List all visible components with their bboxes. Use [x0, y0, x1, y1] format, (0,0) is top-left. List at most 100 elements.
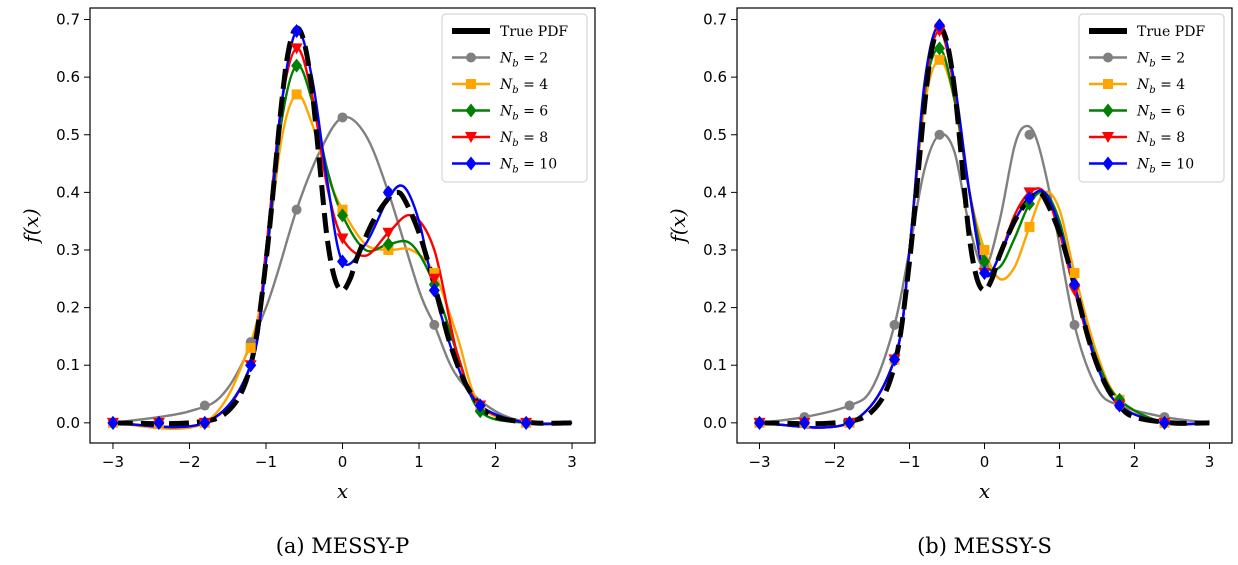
legend-item: Nb = 2 [452, 51, 548, 70]
data-point [291, 89, 302, 100]
legend-item: True PDF [1089, 24, 1205, 40]
legend-item: Nb = 10 [452, 156, 557, 176]
y-tick-label: 0.3 [56, 241, 80, 259]
data-point [520, 415, 532, 430]
x-tick-label: 0 [980, 453, 990, 471]
data-point [754, 415, 765, 430]
legend-box [1078, 13, 1225, 183]
x-tick-label: 3 [567, 453, 577, 471]
data-point [934, 41, 945, 56]
data-point [291, 204, 302, 215]
data-point [337, 112, 348, 123]
y-tick-label: 0.7 [56, 11, 80, 29]
legend-swatch-marker [1103, 79, 1113, 89]
panel-caption: (a) MESSY-P [276, 534, 410, 558]
y-tick-label: 0.4 [56, 183, 80, 201]
data-point [799, 415, 810, 430]
y-tick-label: 0.1 [703, 356, 727, 374]
legend-item: Nb = 4 [452, 77, 548, 96]
legend-label: Nb = 10 [499, 157, 557, 176]
data-point [979, 266, 990, 281]
legend-label: Nb = 4 [499, 77, 548, 96]
data-point [428, 273, 441, 285]
data-point [1069, 319, 1080, 330]
y-tick-label: 0.5 [56, 126, 80, 144]
data-point [1024, 191, 1035, 206]
legend-label: True PDF [500, 24, 568, 40]
data-point [429, 319, 440, 330]
y-tick-label: 0.3 [703, 241, 727, 259]
legend-swatch-marker [466, 79, 476, 89]
legend-label: Nb = 6 [499, 104, 548, 123]
legend-swatch-marker [1102, 156, 1114, 171]
data-point [291, 58, 303, 73]
legend-swatch-marker [466, 52, 476, 63]
x-tick-label: 0 [338, 453, 348, 471]
legend-label: Nb = 10 [1136, 157, 1194, 176]
chart-panel-a: −3 −2 −1 0 1 2 3 0.0 0.1 0.2 0.3 0.4 0.5 0.6 0.7 x f(x) (… [19, 7, 596, 558]
data-point [382, 227, 395, 239]
legend-item: Nb = 6 [1089, 103, 1185, 123]
y-tick-label: 0.0 [56, 414, 80, 432]
data-point [153, 415, 165, 430]
data-point [199, 400, 210, 411]
legend-label: Nb = 4 [1136, 77, 1185, 96]
x-tick-label: 3 [1205, 453, 1215, 471]
legend-item: Nb = 4 [1089, 77, 1185, 96]
y-tick-label: 0.6 [703, 68, 727, 86]
legend-swatch-marker [1103, 52, 1113, 63]
legend-swatch-marker [1102, 103, 1114, 118]
x-tick-label: 1 [1055, 453, 1065, 471]
x-axis-label: x [337, 479, 348, 503]
chart-panel-b: −3 −2 −1 0 1 2 3 0.0 0.1 0.2 0.3 0.4 0.5 0.6 0.7 x f(x) (… [666, 7, 1233, 558]
data-point [337, 208, 348, 223]
data-point [979, 244, 990, 255]
legend-swatch-marker [465, 103, 477, 118]
data-point [889, 319, 900, 330]
data-point [1159, 415, 1170, 430]
true-pdf-line [759, 25, 1210, 427]
series-markers-nb-10 [107, 24, 532, 430]
legend-box [441, 13, 588, 183]
legend-swatch-marker [465, 156, 477, 171]
data-point [1114, 398, 1125, 413]
y-tick-label: 0.6 [56, 68, 80, 86]
plot-area [753, 18, 1210, 430]
true-pdf-line [112, 25, 573, 427]
legend-item: Nb = 2 [1089, 51, 1185, 70]
legend-label: Nb = 2 [499, 51, 548, 70]
data-point [934, 129, 945, 140]
panel-caption: (b) MESSY-S [917, 534, 1052, 558]
data-point [336, 233, 349, 245]
legend-item: Nb = 10 [1089, 156, 1194, 176]
data-point [428, 283, 440, 298]
data-point [290, 43, 303, 55]
legend-item: Nb = 8 [452, 130, 548, 149]
y-tick-label: 0.2 [56, 299, 80, 317]
data-point [979, 254, 990, 269]
y-tick-label: 0.0 [703, 414, 727, 432]
x-tick-label: 1 [414, 453, 424, 471]
data-point [844, 400, 855, 411]
x-tick-label: −1 [255, 453, 277, 471]
x-tick-label: −2 [823, 453, 845, 471]
y-tick-label: 0.7 [703, 11, 727, 29]
legend-swatch-marker [465, 132, 477, 143]
y-tick-label: 0.4 [703, 183, 727, 201]
x-axis-label: x [979, 479, 990, 503]
data-point [844, 415, 855, 430]
data-point [382, 185, 394, 200]
data-point [934, 54, 945, 65]
data-point [429, 268, 440, 279]
data-point [337, 254, 348, 269]
series-markers-nb-10 [754, 18, 1170, 430]
legend-label: Nb = 6 [1136, 104, 1185, 123]
data-point [382, 237, 394, 252]
data-point [291, 24, 303, 39]
legend-swatch-marker [1102, 132, 1114, 143]
data-point [1069, 277, 1080, 292]
y-tick-label: 0.5 [703, 126, 727, 144]
data-point [245, 358, 257, 373]
y-axis-label: f(x) [666, 208, 690, 244]
